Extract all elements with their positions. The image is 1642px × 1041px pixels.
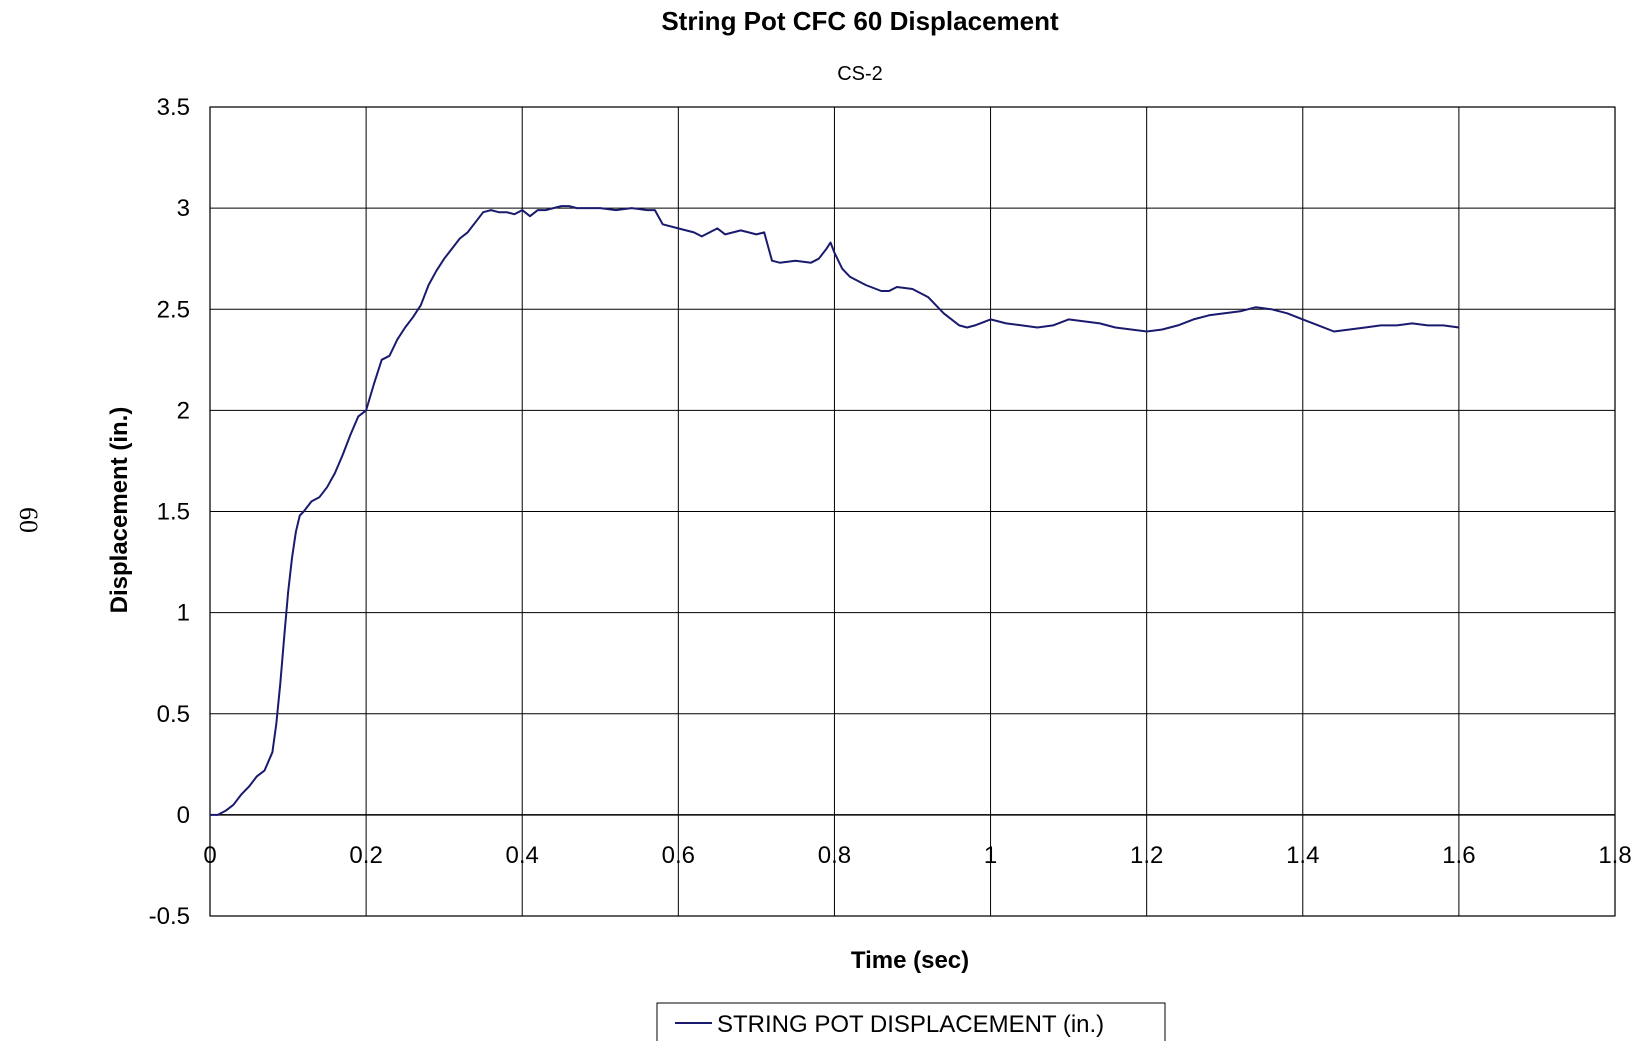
y-tick-label: -0.5 [149,903,190,930]
x-tick-label: 1.2 [1130,842,1163,869]
y-axis-label: Displacement (in.) [106,407,133,614]
y-tick-label: 3.5 [157,94,190,121]
chart-title: String Pot CFC 60 Displacement [661,6,1059,36]
x-tick-label: 1.8 [1598,842,1631,869]
x-tick-label: 1.6 [1442,842,1475,869]
y-tick-label: 1.5 [157,499,190,526]
legend-label: STRING POT DISPLACEMENT (in.) [717,1011,1104,1038]
legend: STRING POT DISPLACEMENT (in.) [656,1002,1166,1041]
x-tick-label: 1 [984,842,997,869]
x-tick-label: 0.6 [662,842,695,869]
page-number: 60 [14,507,43,533]
x-tick-label: 0.8 [818,842,851,869]
y-tick-label: 0.5 [157,701,190,728]
y-tick-label: 2.5 [157,296,190,323]
x-tick-label: 0.2 [349,842,382,869]
legend-box [656,1002,1166,1041]
series-line [210,205,1460,816]
tick-labels: 0 0.2 0.4 0.6 0.8 1 1.2 1.4 1.6 1.8 -0.5 0 0.5 1 1.5 2 2… [149,94,1632,930]
y-tick-label: 3 [177,195,190,222]
x-axis-label: Time (sec) [851,947,969,974]
series-layer [210,205,1460,816]
y-tick-label: 0 [177,802,190,829]
y-tick-label: 2 [177,397,190,424]
chart-subtitle: CS-2 [837,63,883,85]
x-tick-label: 0 [203,842,216,869]
x-tick-label: 1.4 [1286,842,1319,869]
y-tick-label: 1 [177,600,190,627]
gridlines [209,106,1616,917]
x-tick-label: 0.4 [506,842,539,869]
